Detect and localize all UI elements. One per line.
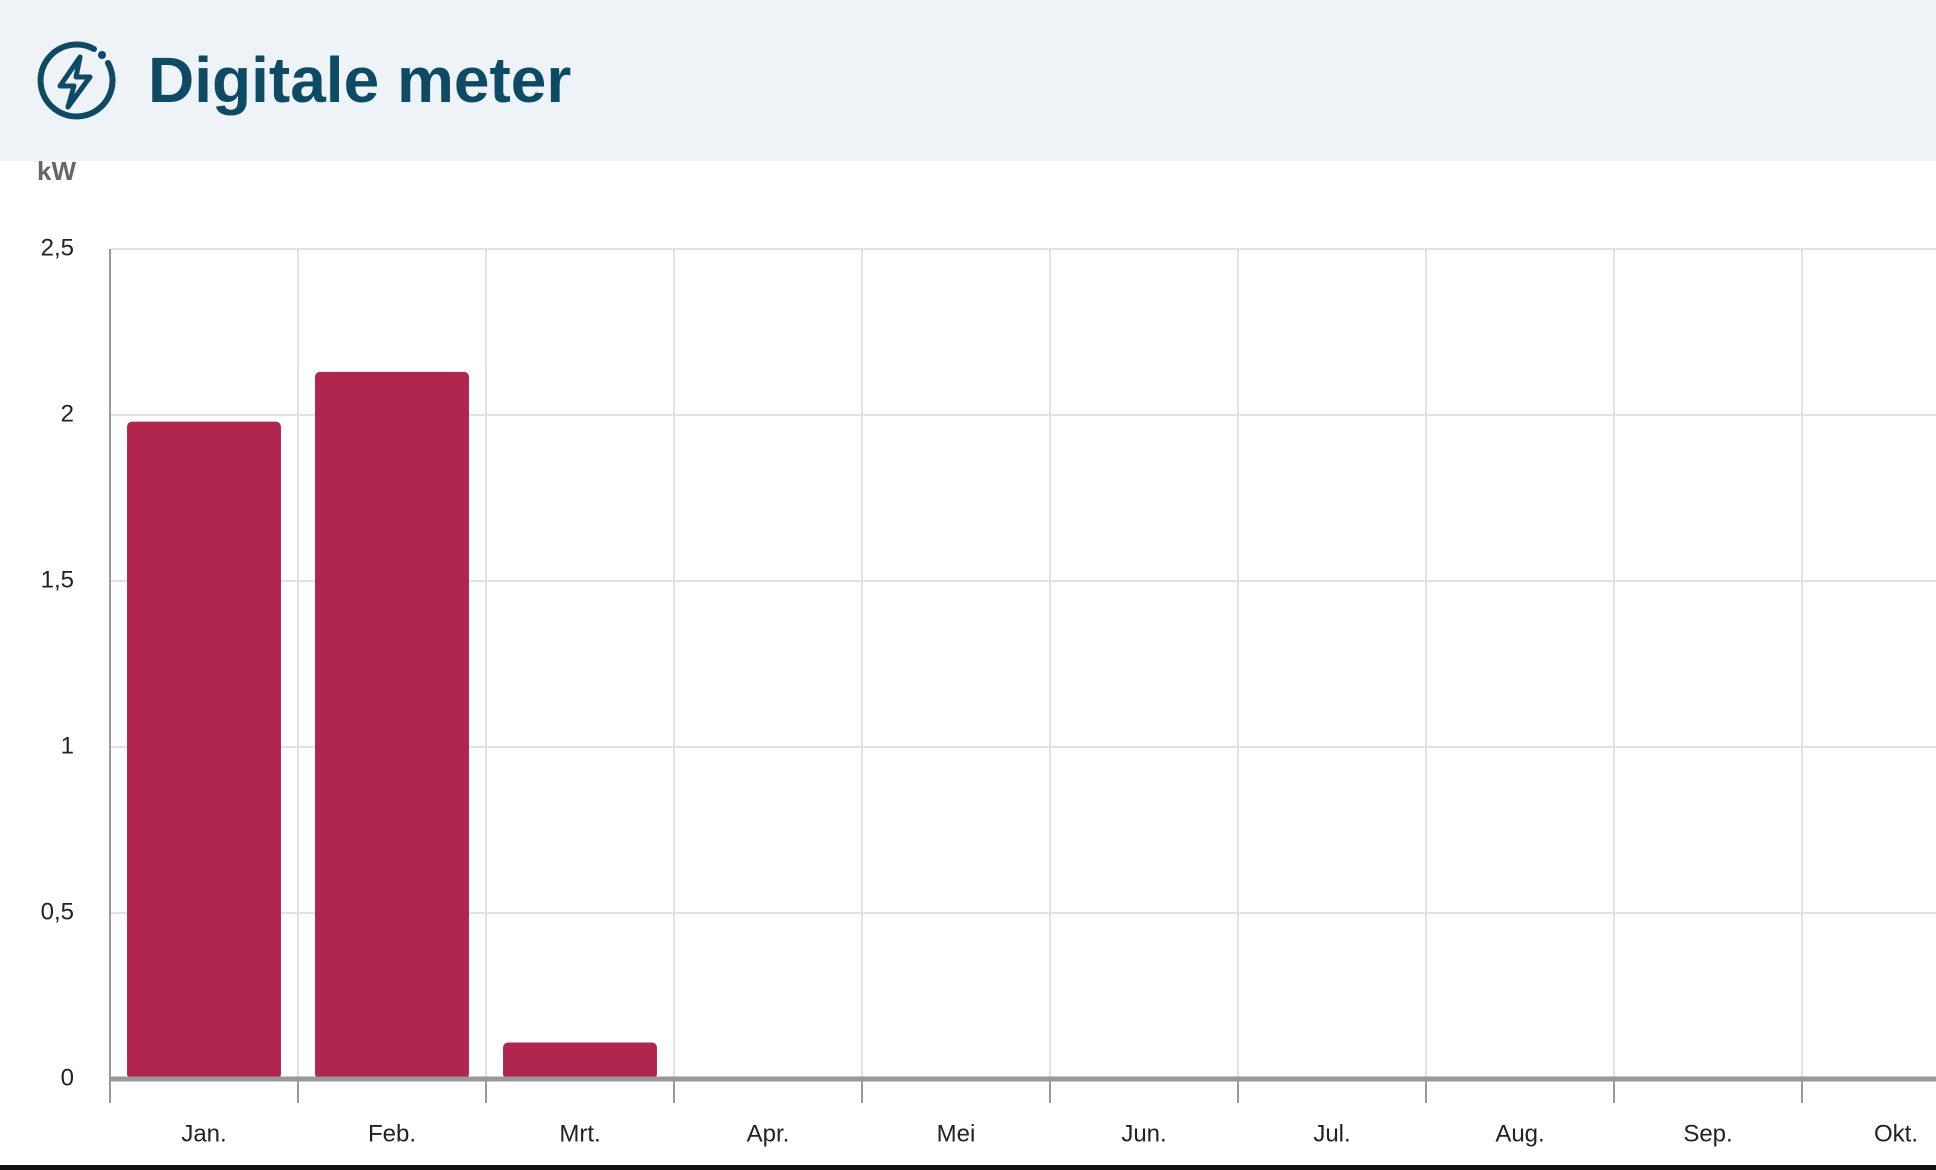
y-tick-label: 2,5: [41, 234, 74, 261]
x-tick-label: Feb.: [368, 1120, 416, 1147]
y-axis-unit: kW: [37, 161, 76, 186]
x-tick-label: Jun.: [1121, 1120, 1166, 1147]
x-tick-label: Okt.: [1874, 1120, 1918, 1147]
bar: [127, 421, 281, 1079]
y-tick-label: 1: [61, 732, 74, 759]
chart: kW 0 0,5 1 1,5 2 2,5 Jan. Feb. Mrt. Apr. Mei Jun. Ju…: [37, 161, 1936, 1147]
header: Digitale meter: [0, 0, 1936, 161]
x-tick-label: Mei: [937, 1120, 976, 1147]
bar: [503, 1042, 657, 1079]
bottom-border: [0, 1165, 1936, 1170]
x-tick-label: Sep.: [1683, 1120, 1732, 1147]
header-icon: [37, 41, 116, 120]
x-tick-label: Mrt.: [559, 1120, 600, 1147]
y-tick-label: 1,5: [41, 566, 74, 593]
x-tick-label: Jul.: [1313, 1120, 1350, 1147]
y-tick-label: 0: [61, 1064, 74, 1091]
y-tick-label: 0,5: [41, 898, 74, 925]
page-title: Digitale meter: [148, 44, 572, 116]
x-tick-label: Apr.: [747, 1120, 790, 1147]
x-tick-label: Aug.: [1495, 1120, 1544, 1147]
bar: [315, 371, 469, 1080]
y-tick-label: 2: [61, 400, 74, 427]
x-tick-label: Jan.: [181, 1120, 226, 1147]
